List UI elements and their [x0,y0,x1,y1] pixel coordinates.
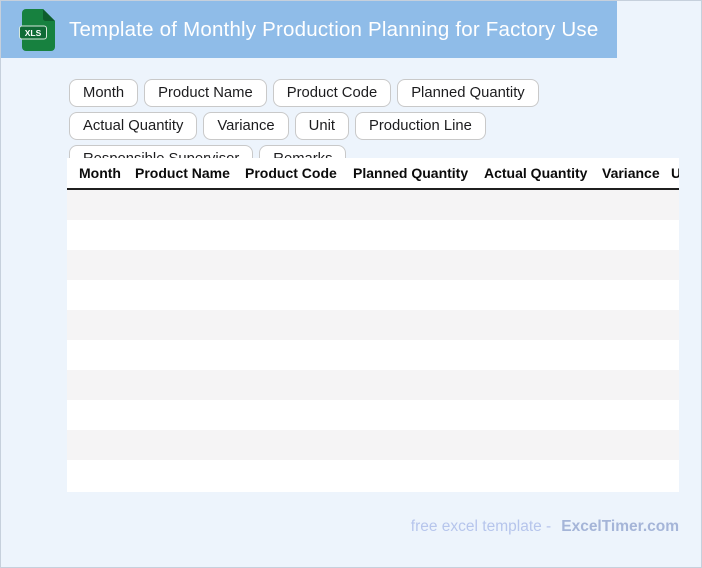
footer-tagline: free excel template - [410,518,552,535]
table-row [67,340,679,370]
xls-file-icon: XLS [18,8,58,52]
xls-file-icon-svg: XLS [19,8,55,51]
col-header-product-name: Product Name [135,165,230,181]
column-chip-list: Month Product Name Product Code Planned … [69,79,644,173]
chip-production-line[interactable]: Production Line [354,112,486,140]
chip-unit[interactable]: Unit [294,112,349,140]
col-header-variance: Variance [602,165,660,181]
col-header-planned-quantity: Planned Quantity [353,165,469,181]
table-row [67,220,679,250]
chip-month[interactable]: Month [69,79,139,107]
xls-icon-label: XLS [25,27,42,37]
table-row [67,370,679,400]
chip-actual-quantity[interactable]: Actual Quantity [69,112,198,140]
table-row [67,430,679,460]
table-row [67,400,679,430]
col-header-month: Month [79,165,121,181]
table-row [67,310,679,340]
table-row [67,460,679,490]
col-header-unit: Unit [671,165,679,181]
header-band: XLS Template of Monthly Production Plann… [1,1,617,58]
table-header-row: Month Product Name Product Code Planned … [67,158,679,190]
table-row [67,250,679,280]
col-header-product-code: Product Code [245,165,337,181]
footer: free excel template - ExcelTimer.com [411,518,679,536]
chip-variance[interactable]: Variance [203,112,289,140]
footer-brand-link[interactable]: ExcelTimer.com [561,518,679,535]
chip-product-name[interactable]: Product Name [144,79,267,107]
template-preview-table: Month Product Name Product Code Planned … [67,158,679,492]
table-row [67,190,679,220]
chip-product-code[interactable]: Product Code [272,79,392,107]
table-body [67,190,679,490]
chip-planned-quantity[interactable]: Planned Quantity [397,79,539,107]
col-header-actual-quantity: Actual Quantity [484,165,588,181]
table-row [67,280,679,310]
page-title: Template of Monthly Production Planning … [69,17,599,41]
